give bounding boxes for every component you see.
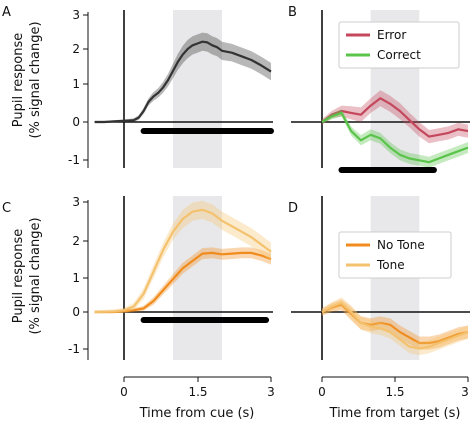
ylabel-top-line1: Pupil response	[11, 33, 26, 128]
y-tick-label: 0	[72, 305, 80, 319]
series-line	[321, 97, 469, 138]
y-tick-label: -1	[68, 342, 80, 356]
error-band	[322, 90, 468, 144]
series-line	[94, 251, 272, 314]
x-axis-right: 0 1.5 3 Time from target (s)	[318, 376, 469, 421]
panel-label-b: B	[288, 5, 297, 20]
panel-label-c: C	[2, 201, 11, 216]
x-tick-label: 3	[267, 385, 275, 399]
series-line	[94, 208, 272, 314]
plot-layer	[94, 10, 470, 360]
panel-c-plot	[94, 196, 273, 360]
y-tick-label: -1	[68, 153, 80, 167]
y-tick-label: 3	[72, 195, 80, 209]
y-ticks-top-left: 3 2 1 0 -1	[68, 8, 80, 167]
y-ticks-bottom-left: 3 2 1 0 -1	[68, 195, 80, 356]
panel-label-d: D	[288, 201, 298, 216]
panel-label-a: A	[2, 5, 11, 20]
ylabel-bottom-line1: Pupil response	[11, 229, 26, 324]
highlight-window	[173, 196, 222, 360]
highlight-window	[173, 10, 222, 168]
panel-a-plot	[94, 10, 274, 168]
legend-error-label: Error	[377, 28, 406, 42]
series-line	[321, 111, 469, 164]
ylabel-top-line2: (% signal change)	[28, 21, 43, 138]
x-tick-label: 0	[318, 385, 326, 399]
y-tick-label: 1	[72, 271, 80, 285]
legend-no-tone-label: No Tone	[377, 238, 425, 252]
x-tick-label: 1.5	[385, 385, 404, 399]
legend-b: Error Correct	[338, 21, 460, 69]
series-line	[321, 301, 469, 350]
x-tick-label: 0	[120, 385, 128, 399]
series-line	[321, 303, 469, 345]
legend-tone-label: Tone	[376, 258, 405, 272]
x-axis-left: 0 1.5 3 Time from cue (s)	[120, 376, 275, 421]
y-tick-label: 0	[72, 115, 80, 129]
legend-d: No Tone Tone	[338, 231, 452, 279]
x-axis-label-left: Time from cue (s)	[139, 406, 255, 421]
error-band	[322, 297, 468, 356]
error-band	[94, 200, 271, 314]
series-line	[94, 40, 272, 124]
x-tick-label: 3	[461, 385, 469, 399]
y-tick-label: 3	[72, 8, 80, 22]
error-band	[322, 299, 468, 350]
x-tick-label: 1.5	[188, 385, 207, 399]
y-tick-label: 2	[72, 42, 80, 56]
legend-correct-label: Correct	[377, 48, 421, 62]
ylabel-bottom-line2: (% signal change)	[28, 217, 43, 334]
y-tick-label: 2	[72, 234, 80, 248]
y-tick-label: 1	[72, 77, 80, 91]
y-tick-marks-left	[83, 14, 88, 350]
x-axis-label-right: Time from target (s)	[329, 406, 461, 421]
error-band	[94, 32, 271, 124]
